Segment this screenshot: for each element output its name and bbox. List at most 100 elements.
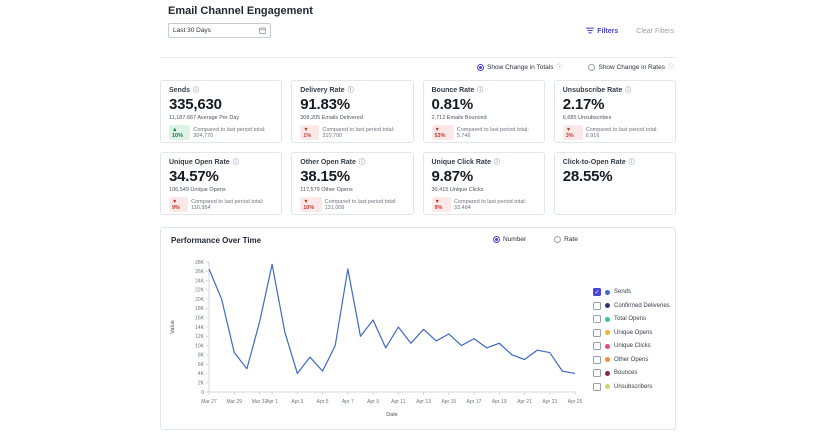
kpi-card-unique-open-rate: Unique Open Rate ⓘ 34.57% 106,549 Unique … <box>160 152 283 215</box>
legend-item-unsubscribers[interactable]: Unsubscribers <box>593 382 670 391</box>
kpi-card-sends: Sends ⓘ 335,630 11,187.667 Average Per Da… <box>160 80 283 143</box>
legend-color-dot <box>605 303 610 308</box>
legend-item-sends[interactable]: ✓ Sends <box>593 288 670 296</box>
comparison-text: Compared to last period total: 310,700 <box>322 126 395 139</box>
card-value: 9.87% <box>431 168 474 185</box>
legend-checkbox[interactable] <box>593 382 601 391</box>
svg-text:Apr 1: Apr 1 <box>266 399 278 405</box>
info-icon[interactable]: ⓘ <box>358 159 365 166</box>
info-icon[interactable]: ⓘ <box>347 87 354 94</box>
kpi-card-click-to-open-rate: Click-to-Open Rate ⓘ 28.55% <box>553 152 676 215</box>
kpi-card-unique-click-rate: Unique Click Rate ⓘ 9.87% 30,415 Unique C… <box>422 152 545 215</box>
legend-checkbox[interactable] <box>593 342 601 350</box>
performance-chart: 0 2K 4K 6K 8K 10K 12K 14K 16K 18K 20K 22K 24K 26K 28K M… <box>170 260 583 418</box>
comparison-text: Compared to last period total: 5,746 <box>456 126 529 139</box>
card-value: 34.57% <box>169 168 219 185</box>
radio-icon[interactable] <box>588 64 596 71</box>
info-icon[interactable]: ⓘ <box>232 159 239 166</box>
svg-text:Mar 27: Mar 27 <box>201 399 217 405</box>
card-title: Unsubscribe Rate <box>562 87 623 94</box>
radio-icon[interactable] <box>554 236 562 243</box>
filters-button[interactable]: Filters <box>586 27 618 36</box>
legend-label: Confirmed Deliveries <box>614 302 670 309</box>
radio-show-change-in-totals[interactable]: Show Change in Totals ⓘ <box>477 64 562 71</box>
legend-item-other-opens[interactable]: Other Opens <box>593 355 670 364</box>
info-icon[interactable]: ⓘ <box>193 87 200 94</box>
info-icon[interactable]: ⓘ <box>494 159 501 166</box>
svg-text:Mar 29: Mar 29 <box>226 399 242 405</box>
radio-icon[interactable] <box>493 236 500 243</box>
legend-checkbox[interactable] <box>593 355 601 364</box>
card-value: 0.81% <box>431 96 474 113</box>
svg-text:20K: 20K <box>195 297 205 303</box>
chart-title: Performance Over Time <box>171 236 262 245</box>
svg-text:Apr 15: Apr 15 <box>441 399 456 405</box>
card-subtext: 106,549 Unique Opens <box>169 187 226 193</box>
legend-item-total-opens[interactable]: Total Opens <box>593 315 670 323</box>
svg-text:Apr 9: Apr 9 <box>367 399 379 405</box>
legend-label: Sends <box>614 289 632 295</box>
legend-item-unique-clicks[interactable]: Unique Clicks <box>593 342 670 350</box>
card-value: 38.15% <box>300 168 350 185</box>
svg-text:Apr 7: Apr 7 <box>342 399 354 405</box>
radio-label: Number <box>503 236 527 243</box>
legend-checkbox[interactable] <box>593 301 601 310</box>
svg-text:Apr 19: Apr 19 <box>492 399 507 405</box>
clear-filters-button[interactable]: Clear Filters <box>636 28 674 35</box>
svg-text:Apr 23: Apr 23 <box>542 399 557 405</box>
legend-checkbox[interactable] <box>593 315 601 323</box>
change-badge: ▼ 3% <box>562 125 583 140</box>
legend-item-unique-opens[interactable]: Unique Opens <box>593 328 670 337</box>
legend-item-bounces[interactable]: Bounces <box>593 369 670 377</box>
legend-color-dot <box>605 330 610 335</box>
svg-text:28K: 28K <box>195 260 205 266</box>
comparison-text: Compared to last period total: 304,770 <box>193 126 266 139</box>
change-badge: ▼ 9% <box>431 197 451 212</box>
svg-text:22K: 22K <box>195 288 205 294</box>
card-title: Click-to-Open Rate <box>562 159 626 166</box>
date-range-filter[interactable]: Last 30 Days <box>168 23 271 38</box>
change-toggle-group: Show Change in Totals ⓘ Show Change in R… <box>477 64 674 71</box>
card-value: 28.55% <box>562 168 613 185</box>
info-icon[interactable]: ⓘ <box>556 64 563 71</box>
svg-text:Mar 31: Mar 31 <box>252 399 268 405</box>
series-line-sends <box>208 263 576 375</box>
svg-text:Apr 13: Apr 13 <box>416 399 431 405</box>
filters-label: Filters <box>597 28 619 35</box>
legend-color-dot <box>605 357 610 362</box>
dashboard: Email Channel Engagement Last 30 Days Fi… <box>160 0 676 435</box>
kpi-card-grid: Sends ⓘ 335,630 11,187.667 Average Per Da… <box>160 80 676 215</box>
radio-show-change-in-rates[interactable]: Show Change in Rates ⓘ <box>588 64 674 71</box>
svg-text:2K: 2K <box>198 381 205 387</box>
info-icon[interactable]: ⓘ <box>628 159 635 166</box>
card-value: 335,630 <box>169 96 222 113</box>
legend-item-confirmed-deliveries[interactable]: Confirmed Deliveries <box>593 301 670 310</box>
info-icon[interactable]: ⓘ <box>625 87 632 94</box>
legend-label: Unsubscribers <box>614 383 653 390</box>
svg-text:26K: 26K <box>195 269 205 275</box>
legend-label: Unique Opens <box>614 329 653 336</box>
radio-icon[interactable] <box>477 64 485 71</box>
legend-color-dot <box>605 289 610 295</box>
legend-checkbox[interactable] <box>593 328 601 337</box>
change-badge: ▼ 53% <box>431 125 454 140</box>
card-value: 91.83% <box>300 96 350 113</box>
legend-color-dot <box>605 316 610 322</box>
legend-color-dot <box>605 343 610 349</box>
svg-text:0: 0 <box>201 390 204 396</box>
card-value: 2.17% <box>562 96 605 113</box>
change-badge: ▼ 10% <box>300 197 322 212</box>
info-icon[interactable]: ⓘ <box>477 87 484 94</box>
header-divider <box>160 57 676 58</box>
card-subtext: 2,712 Emails Bounced <box>431 115 487 121</box>
svg-text:Apr 5: Apr 5 <box>317 399 329 405</box>
info-icon[interactable]: ⓘ <box>667 64 674 71</box>
change-badge: ▲ 10% <box>169 125 191 140</box>
legend-checkbox[interactable] <box>593 369 601 377</box>
radio-rate[interactable]: Rate <box>554 236 578 243</box>
radio-number[interactable]: Number <box>493 236 526 243</box>
legend-checkbox[interactable]: ✓ <box>593 288 601 296</box>
svg-text:24K: 24K <box>195 278 205 284</box>
legend-label: Bounces <box>614 370 638 376</box>
kpi-card-bounce-rate: Bounce Rate ⓘ 0.81% 2,712 Emails Bounced … <box>422 80 545 143</box>
